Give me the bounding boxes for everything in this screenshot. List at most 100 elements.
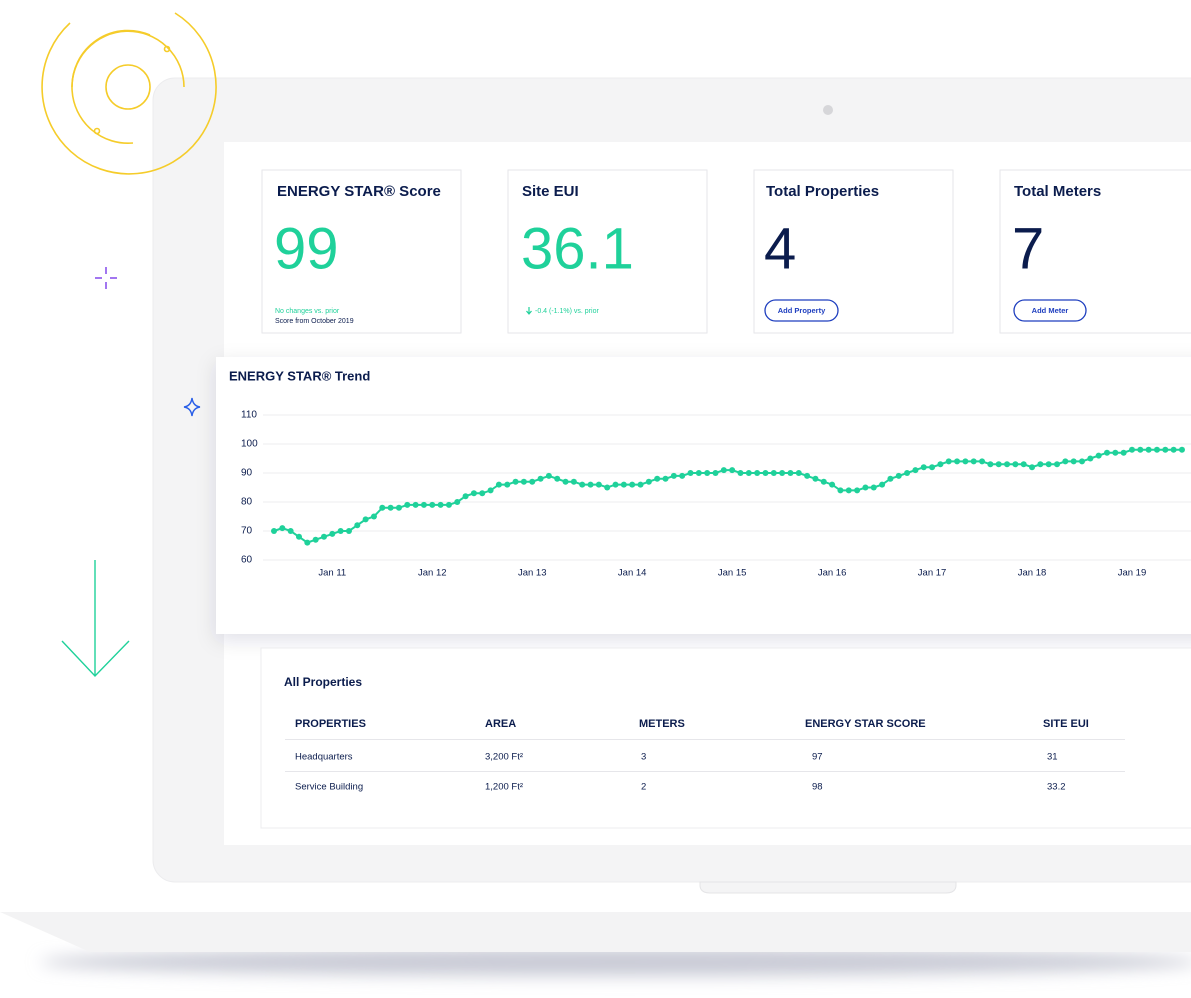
card-value: 99 — [274, 216, 339, 281]
data-point — [1012, 461, 1019, 468]
column-header: PROPERTIES — [295, 718, 366, 730]
data-point — [387, 504, 394, 511]
table-cell: 98 — [812, 782, 823, 793]
table-cell: 3,200 Ft² — [485, 752, 523, 763]
data-point — [845, 487, 852, 494]
chart-panel — [216, 357, 1191, 634]
button[interactable]: Add Meter — [1013, 299, 1087, 322]
data-point — [379, 504, 386, 511]
data-point — [612, 481, 619, 488]
data-point — [937, 461, 944, 468]
table-panel — [260, 647, 1191, 829]
card-value: 36.1 — [521, 216, 634, 281]
x-tick-label: Jan 18 — [1018, 568, 1047, 579]
x-tick-label: Jan 11 — [318, 568, 346, 579]
column-header: SITE EUI — [1043, 718, 1089, 730]
data-point — [1162, 446, 1169, 453]
data-point — [995, 461, 1002, 468]
data-point — [604, 484, 611, 491]
data-point — [1112, 449, 1119, 456]
data-point — [404, 501, 411, 508]
card-value: 4 — [764, 216, 796, 281]
data-point — [1004, 461, 1011, 468]
card-change: No changes vs. prior — [275, 308, 340, 315]
data-point — [720, 467, 727, 474]
data-point — [804, 472, 811, 479]
data-point — [695, 470, 702, 476]
data-point — [420, 501, 427, 508]
data-point — [462, 493, 469, 500]
data-point — [1128, 446, 1135, 453]
y-tick-label: 110 — [241, 410, 257, 421]
orbit-decoration — [41, 12, 217, 175]
data-point — [862, 484, 869, 491]
x-tick-label: Jan 17 — [918, 568, 947, 579]
chart: 60 70 80 90 100 110 Jan 11 Jan 12 Jan 13 Jan 14 Ja… — [241, 410, 1191, 579]
data-point — [1062, 458, 1069, 465]
data-point — [1029, 464, 1036, 471]
data-point — [962, 458, 969, 465]
data-point — [704, 470, 711, 476]
data-point — [337, 528, 344, 534]
data-point — [1120, 449, 1127, 456]
data-point — [1145, 446, 1152, 453]
y-tick-label: 60 — [241, 555, 253, 566]
card-title: ENERGY STAR® Score — [277, 183, 441, 200]
data-point — [304, 539, 311, 546]
data-point — [904, 470, 911, 476]
base-shadow — [40, 948, 1191, 976]
data-point — [329, 530, 336, 537]
card-frame — [507, 169, 708, 334]
data-point — [645, 478, 652, 485]
table-cell: 2 — [641, 782, 646, 793]
data-point — [495, 481, 502, 488]
data-point — [679, 472, 686, 479]
x-tick-label: Jan 16 — [818, 568, 847, 579]
y-tick-label: 100 — [241, 439, 258, 450]
table-cell: 3 — [641, 752, 646, 763]
data-point — [620, 481, 627, 488]
data-point — [1037, 461, 1044, 468]
trackpad-notch — [699, 881, 957, 894]
data-point — [687, 470, 694, 476]
data-point — [712, 470, 719, 476]
table-cell: Service Building — [295, 782, 363, 793]
data-point — [979, 458, 986, 465]
data-point — [837, 487, 844, 494]
button-frame[interactable] — [764, 299, 839, 322]
data-point — [895, 472, 902, 479]
card-note: Score from October 2019 — [275, 318, 354, 325]
data-point — [945, 458, 952, 465]
camera — [823, 105, 833, 115]
card: Total Meters 7 Add Meter — [999, 169, 1191, 334]
card-change: -0.4 (-1.1%) vs. prior — [535, 308, 599, 315]
data-point — [595, 481, 602, 488]
data-point — [920, 464, 927, 471]
data-point — [570, 478, 577, 485]
card-title: Total Properties — [766, 183, 879, 200]
data-point — [287, 528, 294, 534]
data-point — [879, 481, 886, 488]
data-point — [1104, 449, 1110, 456]
card: ENERGY STAR® Score 99 No changes vs. pri… — [261, 169, 462, 334]
card: Total Properties 4 Add Property — [753, 169, 954, 334]
data-point — [779, 470, 786, 476]
data-point — [1087, 455, 1094, 462]
button-frame[interactable] — [1013, 299, 1087, 322]
data-point — [745, 470, 752, 476]
data-point — [487, 487, 494, 494]
x-tick-label: Jan 19 — [1118, 568, 1147, 579]
data-point — [271, 528, 277, 534]
data-point — [812, 475, 819, 482]
button[interactable]: Add Property — [764, 299, 839, 322]
data-point — [562, 478, 569, 485]
data-point — [479, 490, 486, 497]
data-point — [654, 475, 661, 482]
button-label[interactable]: Add Property — [778, 306, 826, 315]
button-label[interactable]: Add Meter — [1032, 306, 1069, 315]
data-point — [437, 501, 444, 508]
data-point — [787, 470, 794, 476]
data-point — [637, 481, 644, 488]
y-tick-label: 90 — [241, 468, 253, 479]
